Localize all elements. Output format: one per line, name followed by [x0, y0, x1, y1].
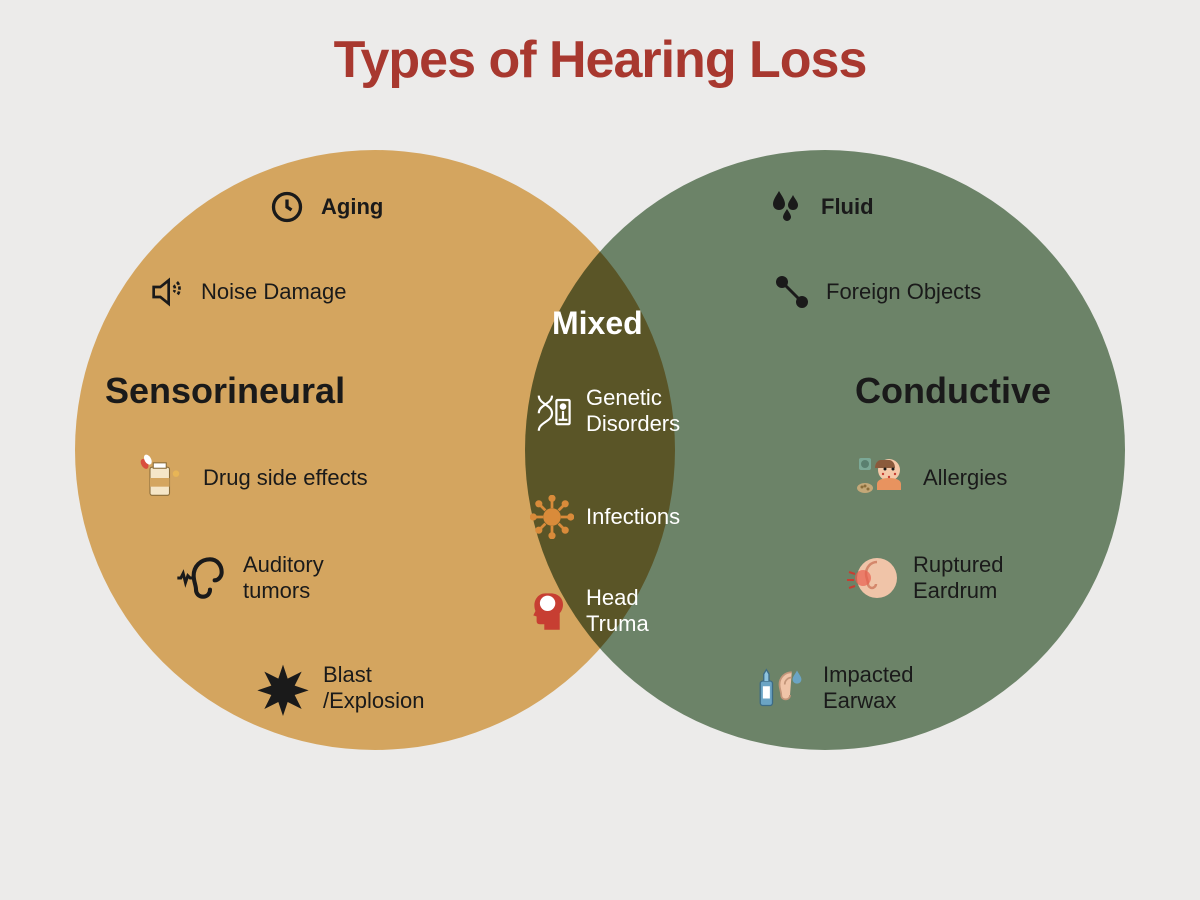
item-ruptured-eardrum: RupturedEardrum: [845, 550, 1004, 606]
item-genetic: GeneticDisorders: [530, 385, 680, 438]
head-icon: [530, 589, 574, 633]
item-blast: Blast/Explosion: [255, 660, 425, 716]
item-label: Auditorytumors: [243, 552, 324, 605]
item-label: Aging: [321, 194, 383, 220]
item-head-trauma: HeadTruma: [530, 585, 649, 638]
item-label: RupturedEardrum: [913, 552, 1004, 605]
item-noise-damage: Noise Damage: [145, 270, 347, 314]
blast-icon: [255, 660, 311, 716]
allergy-icon: [855, 450, 911, 506]
item-label: ImpactedEarwax: [823, 662, 914, 715]
item-label: Fluid: [821, 194, 874, 220]
item-label: Blast/Explosion: [323, 662, 425, 715]
item-infections: Infections: [530, 495, 680, 539]
drops-icon: [765, 185, 809, 229]
mixed-heading: Mixed: [552, 305, 643, 342]
conductive-heading: Conductive: [855, 370, 1051, 412]
item-fluid: Fluid: [765, 185, 874, 229]
item-drug-side-effects: Drug side effects: [135, 450, 368, 506]
earwax-icon: [755, 660, 811, 716]
item-label: Drug side effects: [203, 465, 368, 491]
clock-icon: [265, 185, 309, 229]
venn-diagram: Sensorineural Aging Noise Damage: [50, 120, 1150, 880]
item-label: GeneticDisorders: [586, 385, 680, 438]
item-foreign-objects: Foreign Objects: [770, 270, 981, 314]
item-auditory-tumors: Auditorytumors: [175, 550, 324, 606]
item-label: Foreign Objects: [826, 279, 981, 305]
item-aging: Aging: [265, 185, 383, 229]
dots-icon: [770, 270, 814, 314]
virus-icon: [530, 495, 574, 539]
item-label: Noise Damage: [201, 279, 347, 305]
item-allergies: Allergies: [855, 450, 1007, 506]
pills-icon: [135, 450, 191, 506]
item-label: Infections: [586, 504, 680, 530]
ear-wave-icon: [175, 550, 231, 606]
dna-icon: [530, 389, 574, 433]
eardrum-icon: [845, 550, 901, 606]
item-label: HeadTruma: [586, 585, 649, 638]
page-title: Types of Hearing Loss: [0, 0, 1200, 90]
item-label: Allergies: [923, 465, 1007, 491]
sensorineural-heading: Sensorineural: [105, 370, 345, 412]
speaker-icon: [145, 270, 189, 314]
item-impacted-earwax: ImpactedEarwax: [755, 660, 914, 716]
